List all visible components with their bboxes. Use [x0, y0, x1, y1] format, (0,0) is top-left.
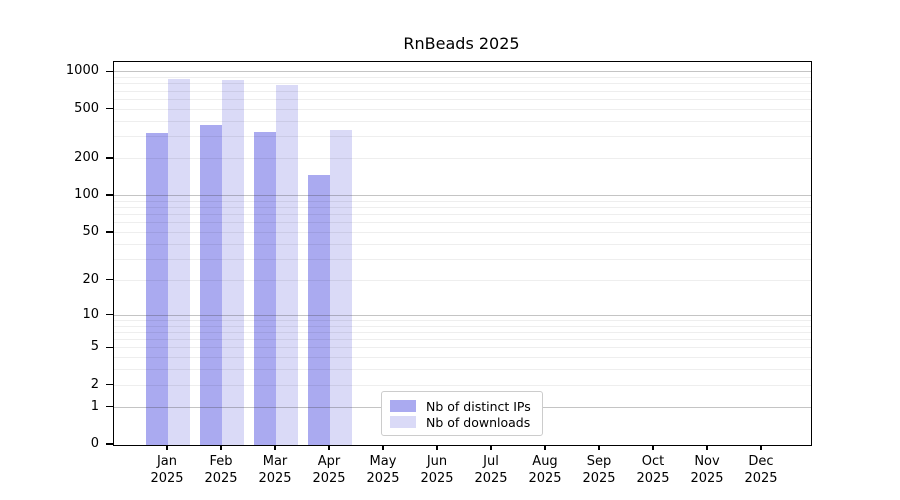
x-tick-mark-jul [490, 445, 492, 450]
y-tick-mark-200 [106, 157, 113, 159]
chart-title: RnBeads 2025 [403, 34, 520, 53]
legend-swatch-downloads [390, 416, 416, 428]
y-tick-label-0: 0 [90, 436, 99, 451]
y-tick-mark-10 [106, 313, 113, 316]
x-tick-label-may: May 2025 [366, 454, 400, 486]
x-tick-mark-dec [760, 445, 762, 450]
legend: Nb of distinct IPs Nb of downloads [381, 391, 543, 436]
y-tick-label-2: 2 [90, 376, 99, 392]
gridline-400 [114, 120, 811, 122]
y-tick-label-1: 1 [90, 398, 99, 414]
bar-distinct-ips-jan [146, 132, 168, 445]
y-tick-mark-100 [106, 194, 113, 196]
y-tick-mark-5 [106, 346, 113, 348]
x-tick-label-jun: Jun 2025 [420, 454, 454, 486]
x-tick-mark-jun [436, 445, 438, 450]
bar-downloads-mar [276, 85, 298, 445]
y-tick-mark-20 [106, 279, 113, 281]
legend-swatch-distinct-ips [390, 400, 416, 412]
bar-downloads-feb [222, 80, 244, 445]
y-tick-mark-500 [106, 107, 113, 110]
legend-label-downloads: Nb of downloads [426, 414, 531, 430]
gridline-600 [114, 98, 811, 100]
y-tick-mark-2 [106, 384, 113, 386]
y-tick-label-10: 10 [82, 306, 99, 322]
y-tick-mark-0 [106, 443, 113, 445]
y-tick-mark-1 [106, 405, 113, 408]
y-tick-label-200: 200 [74, 149, 99, 165]
legend-entry-distinct-ips: Nb of distinct IPs [390, 398, 534, 414]
bar-downloads-apr [330, 130, 352, 445]
y-tick-mark-50 [106, 231, 113, 233]
bar-distinct-ips-feb [200, 124, 222, 445]
x-tick-label-oct: Oct 2025 [636, 454, 670, 486]
x-tick-label-jan: Jan 2025 [150, 454, 184, 486]
legend-label-distinct-ips: Nb of distinct IPs [426, 398, 531, 414]
y-tick-mark-1000 [106, 70, 113, 72]
bar-downloads-jan [168, 78, 190, 445]
x-tick-label-apr: Apr 2025 [312, 454, 346, 486]
gridline-700 [114, 90, 811, 92]
x-tick-mark-oct [652, 445, 654, 450]
x-tick-mark-sep [598, 445, 600, 450]
gridline-1000 [114, 71, 811, 73]
legend-entry-downloads: Nb of downloads [390, 414, 534, 430]
gridline-900 [114, 77, 811, 78]
gridline-800 [114, 83, 811, 85]
x-tick-label-jul: Jul 2025 [474, 454, 508, 486]
x-tick-mark-feb [220, 445, 222, 450]
y-tick-label-5: 5 [90, 339, 99, 355]
y-tick-label-100: 100 [74, 187, 99, 202]
y-tick-label-20: 20 [82, 271, 99, 287]
bar-distinct-ips-apr [308, 174, 330, 445]
x-tick-label-feb: Feb 2025 [204, 454, 238, 486]
x-tick-mark-aug [544, 445, 546, 450]
x-tick-label-dec: Dec 2025 [744, 454, 778, 486]
x-tick-mark-nov [706, 445, 708, 450]
bar-distinct-ips-mar [254, 132, 276, 445]
gridline-500 [114, 108, 811, 110]
x-tick-label-mar: Mar 2025 [258, 454, 292, 486]
y-tick-label-500: 500 [74, 100, 99, 116]
plot-area: Nb of distinct IPs Nb of downloads [113, 61, 812, 446]
x-axis: Jan 2025 Feb 2025 Mar 2025 Apr 2025 May 2025… [113, 445, 810, 497]
y-tick-label-50: 50 [82, 223, 99, 239]
x-tick-mark-mar [274, 445, 276, 450]
x-tick-label-aug: Aug 2025 [528, 454, 562, 486]
y-tick-label-1000: 1000 [65, 63, 99, 79]
x-tick-mark-may [382, 445, 384, 450]
y-axis: 0 1 2 5 10 20 50 100 200 500 1000 [0, 61, 113, 451]
x-tick-label-nov: Nov 2025 [690, 454, 724, 486]
x-tick-label-sep: Sep 2025 [582, 454, 616, 486]
x-tick-mark-apr [328, 445, 330, 450]
x-tick-mark-jan [166, 445, 168, 450]
